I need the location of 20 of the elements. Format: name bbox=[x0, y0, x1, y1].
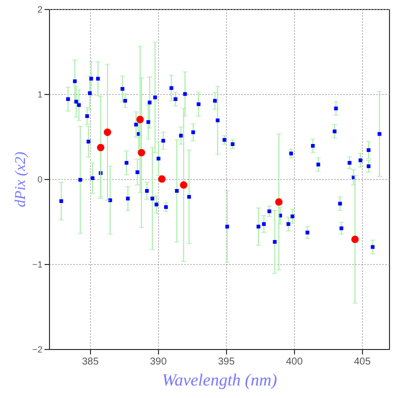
x-tick-label: 385 bbox=[82, 356, 100, 368]
point bbox=[136, 116, 144, 124]
point bbox=[275, 198, 283, 206]
x-axis-title: Wavelength (nm) bbox=[162, 370, 278, 390]
point bbox=[351, 236, 359, 244]
x-tick-label: 390 bbox=[150, 356, 168, 368]
y-tick-label: 0 bbox=[37, 174, 42, 184]
x-tick-label: 405 bbox=[354, 356, 372, 368]
point bbox=[96, 144, 104, 152]
point bbox=[104, 128, 112, 136]
y-tick-label: 1 bbox=[37, 90, 42, 100]
y-axis-title: dPix (x2) bbox=[13, 152, 30, 208]
x-tick-label: 400 bbox=[286, 356, 304, 368]
y-tick-label: −1 bbox=[32, 260, 42, 270]
point bbox=[138, 148, 146, 156]
y-tick-label: −2 bbox=[32, 344, 42, 354]
y-tick-label: 2 bbox=[37, 4, 42, 14]
point bbox=[158, 175, 166, 183]
point bbox=[180, 181, 188, 189]
x-tick-label: 395 bbox=[218, 356, 236, 368]
